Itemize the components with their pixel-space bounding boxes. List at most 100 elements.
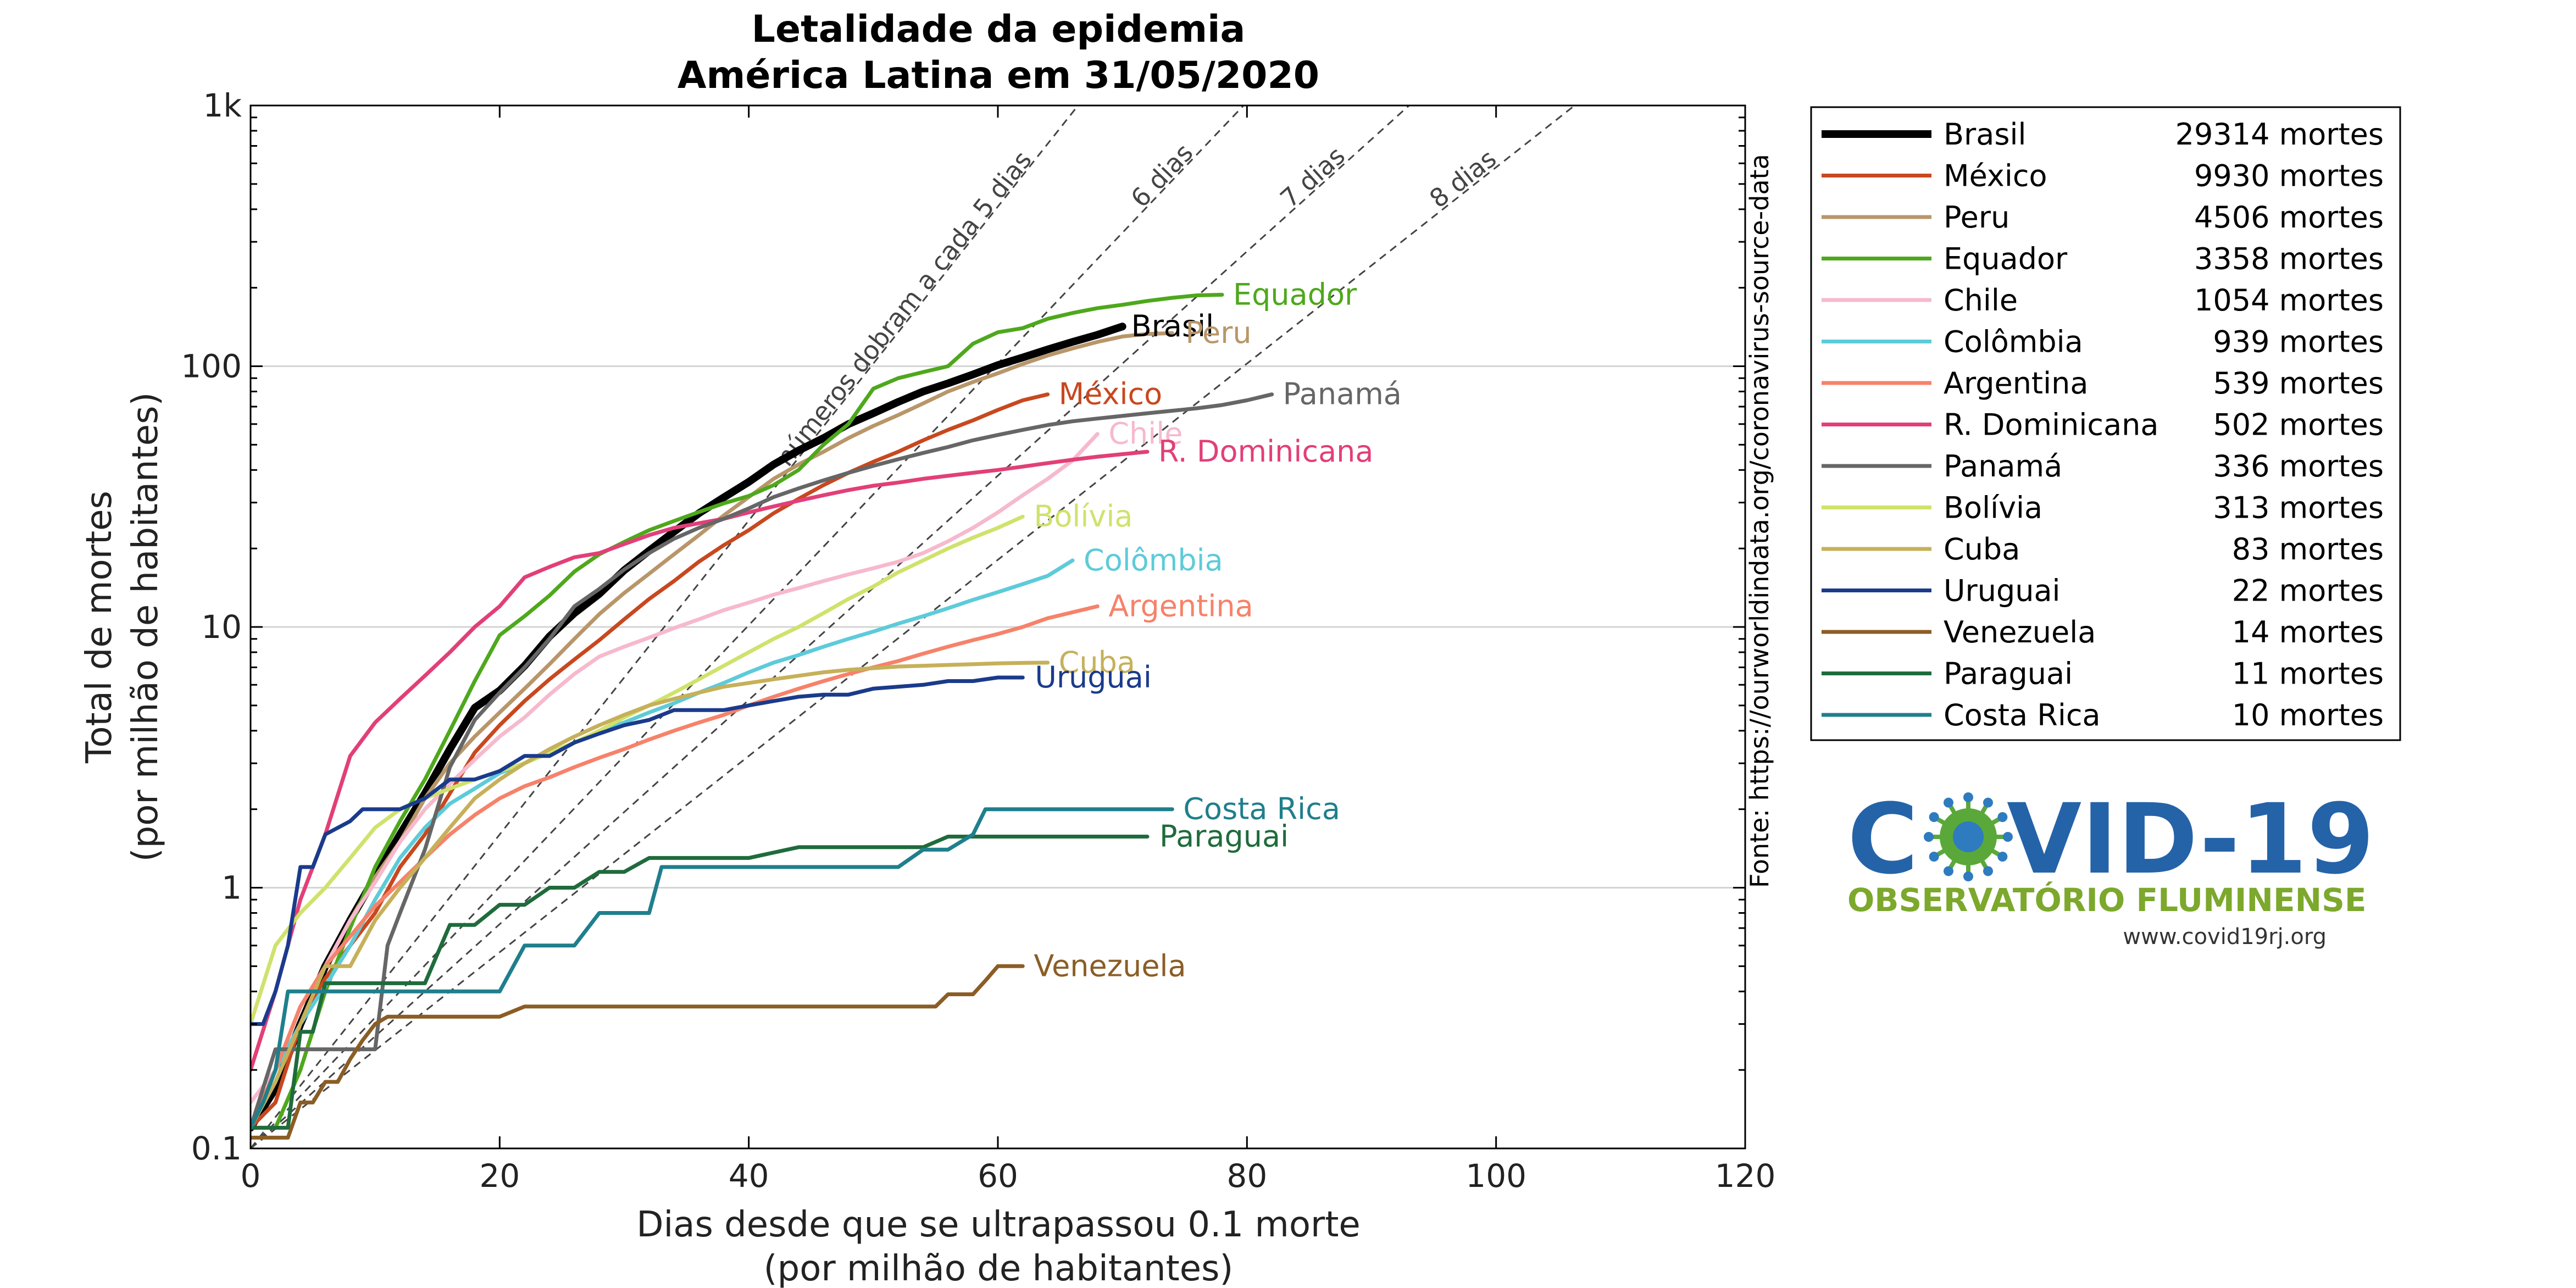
legend-value: 83 mortes bbox=[2232, 532, 2384, 567]
legend-value: 939 mortes bbox=[2213, 325, 2384, 359]
series-line-paraguai bbox=[251, 835, 1150, 1130]
doubling-line-label: 6 dias bbox=[1125, 138, 1198, 213]
series-line-panam- bbox=[251, 392, 1274, 1130]
legend-label: Venezuela bbox=[1944, 615, 2096, 649]
virus-spike-tip bbox=[1983, 797, 1993, 808]
x-tick-label: 60 bbox=[978, 1157, 1018, 1195]
legend-label: Chile bbox=[1944, 283, 2018, 318]
virus-icon bbox=[1924, 792, 2013, 881]
x-tick-label: 40 bbox=[729, 1157, 769, 1195]
series-label-r-dominicana: R. Dominicana bbox=[1158, 434, 1373, 469]
series-label-equador: Equador bbox=[1233, 277, 1357, 312]
legend-label: Panamá bbox=[1944, 449, 2062, 484]
doubling-line-label: números dobram a cada 5 dias bbox=[770, 145, 1037, 471]
x-tick-label: 20 bbox=[479, 1157, 520, 1195]
series-line-costa-rica bbox=[251, 807, 1174, 1130]
series-line-brasil bbox=[251, 323, 1126, 1132]
doubling-line-label: 8 dias bbox=[1424, 143, 1502, 214]
virus-spike-tip bbox=[1997, 852, 2008, 862]
series-label-paraguai: Paraguai bbox=[1159, 819, 1289, 854]
series-label-cuba: Cuba bbox=[1059, 645, 1135, 680]
series-label-peru: Peru bbox=[1185, 315, 1251, 350]
y-tick-label: 1 bbox=[221, 869, 242, 907]
title-group: Letalidade da epidemia América Latina em… bbox=[678, 8, 1319, 97]
source-label: Fonte: https://ourworldindata.org/corona… bbox=[1745, 154, 1774, 888]
series-line-cuba bbox=[251, 660, 1050, 1130]
legend-value: 336 mortes bbox=[2213, 449, 2384, 484]
virus-icon-spikes bbox=[1924, 792, 2013, 881]
series-line-equador bbox=[251, 292, 1224, 1130]
series-line-r-dominicana bbox=[251, 449, 1150, 1072]
legend-value: 502 mortes bbox=[2213, 408, 2384, 442]
legend-label: México bbox=[1944, 159, 2047, 193]
virus-spike-tip bbox=[1963, 871, 1973, 881]
virus-spike-tip bbox=[1963, 792, 1973, 802]
series-label-brasil: Brasil bbox=[1131, 309, 1214, 343]
legend-value: 10 mortes bbox=[2232, 698, 2384, 732]
series-line-peru bbox=[251, 331, 1174, 1130]
legend-label: Argentina bbox=[1944, 366, 2088, 401]
legend-value: 22 mortes bbox=[2232, 574, 2384, 608]
series-line-venezuela bbox=[251, 964, 1025, 1140]
legend-label: Equador bbox=[1944, 242, 2068, 276]
x-tick-label: 120 bbox=[1715, 1157, 1776, 1195]
series-line-m-xico bbox=[251, 392, 1050, 1130]
series-label-argentina: Argentina bbox=[1108, 589, 1253, 623]
legend-label: Bolívia bbox=[1944, 491, 2042, 525]
x-axis-label-2: (por milhão de habitantes) bbox=[764, 1248, 1234, 1288]
series-line-chile bbox=[251, 432, 1100, 1104]
doubling-line bbox=[251, 106, 1079, 1148]
legend-value: 29314 mortes bbox=[2175, 117, 2384, 152]
legend-value: 1054 mortes bbox=[2194, 283, 2384, 318]
legend-value: 9930 mortes bbox=[2194, 159, 2384, 193]
legend-label: Costa Rica bbox=[1944, 698, 2101, 732]
virus-spike-tip bbox=[1983, 866, 1993, 876]
doubling-line bbox=[251, 106, 1410, 1148]
logo-url: www.covid19rj.org bbox=[2123, 924, 2327, 950]
legend: Brasil 29314 mortes México 9930 mortes Peru 4… bbox=[1810, 106, 2401, 741]
virus-icon-core bbox=[1953, 821, 1984, 852]
virus-spike-tip bbox=[1944, 866, 1953, 876]
y-axis-label-2: (por milhão de habitantes) bbox=[125, 392, 166, 862]
series-label-bol-via: Bolívia bbox=[1034, 499, 1132, 534]
series-line-col-mbia bbox=[251, 558, 1075, 1130]
logo-text-vid19: VID-19 bbox=[2007, 783, 2374, 896]
x-axis-label: Dias desde que se ultrapassou 0.1 morte bbox=[636, 1204, 1361, 1245]
y-tick-label: 10 bbox=[201, 608, 242, 646]
chart-title: Letalidade da epidemia bbox=[752, 8, 1246, 51]
series-line-argentina bbox=[251, 604, 1100, 1130]
y-tick-label: 0.1 bbox=[191, 1130, 242, 1167]
x-tick-label: 100 bbox=[1465, 1157, 1526, 1195]
covid-logo: C VID-19 OBSERVATÓRIO FLUMINENSE www.cov… bbox=[1847, 783, 2374, 950]
doubling-line-label: 7 dias bbox=[1274, 141, 1351, 213]
chart-subtitle: América Latina em 31/05/2020 bbox=[678, 54, 1319, 97]
x-tick-label: 0 bbox=[241, 1157, 261, 1195]
legend-items: Brasil 29314 mortes México 9930 mortes Peru 4… bbox=[1822, 117, 2384, 732]
doubling-line bbox=[251, 106, 1575, 1148]
legend-value: 11 mortes bbox=[2232, 657, 2384, 691]
x-tick-label: 80 bbox=[1226, 1157, 1267, 1195]
legend-label: R. Dominicana bbox=[1944, 408, 2158, 442]
legend-value: 4506 mortes bbox=[2194, 200, 2384, 235]
legend-label: Colômbia bbox=[1944, 325, 2083, 359]
virus-spike-tip bbox=[1929, 852, 1939, 862]
series-label-venezuela: Venezuela bbox=[1034, 948, 1186, 983]
series-line-bol-via bbox=[251, 514, 1025, 1026]
y-axis-label: Total de mortes bbox=[79, 491, 120, 764]
legend-label: Cuba bbox=[1944, 532, 2020, 567]
legend-value: 539 mortes bbox=[2213, 366, 2384, 401]
legend-label: Uruguai bbox=[1944, 574, 2061, 608]
y-tick-label: 1k bbox=[203, 87, 242, 124]
y-tick-label: 100 bbox=[181, 348, 242, 385]
legend-label: Paraguai bbox=[1944, 657, 2073, 691]
legend-value: 14 mortes bbox=[2232, 615, 2384, 649]
series-label-m-xico: México bbox=[1059, 377, 1163, 412]
legend-value: 313 mortes bbox=[2213, 491, 2384, 525]
series-label-uruguai: Uruguai bbox=[1035, 660, 1152, 695]
doubling-line bbox=[251, 106, 1245, 1148]
series-label-panam-: Panamá bbox=[1283, 377, 1402, 412]
virus-spike-tip bbox=[1924, 832, 1934, 842]
virus-spike-tip bbox=[1929, 812, 1939, 822]
